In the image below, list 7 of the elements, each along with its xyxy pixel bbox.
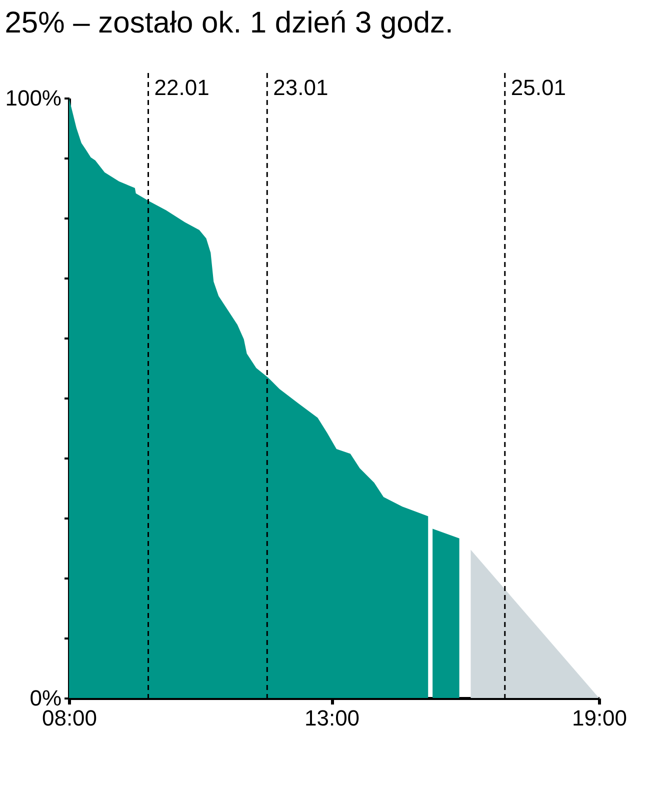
x-tick-label: 13:00	[304, 706, 360, 730]
y-tick-label: 100%	[5, 86, 62, 110]
ref-line-label: 23.01	[273, 75, 328, 100]
ref-line-label: 22.01	[154, 75, 210, 100]
chart-title: 25% – zostało ok. 1 dzień 3 godz.	[4, 6, 454, 40]
x-tick-label: 19:00	[572, 706, 628, 730]
ref-line-label: 25.01	[510, 75, 566, 100]
